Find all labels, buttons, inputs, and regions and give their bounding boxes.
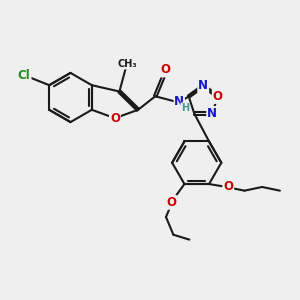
Text: N: N — [207, 107, 217, 120]
Text: O: O — [223, 181, 233, 194]
Text: O: O — [166, 196, 176, 209]
Text: Cl: Cl — [18, 69, 31, 82]
Text: H: H — [181, 103, 189, 113]
Text: CH₃: CH₃ — [117, 59, 137, 69]
Text: N: N — [174, 95, 184, 108]
Text: O: O — [213, 90, 223, 103]
Text: O: O — [160, 64, 170, 76]
Text: N: N — [198, 80, 208, 92]
Text: O: O — [110, 112, 120, 125]
